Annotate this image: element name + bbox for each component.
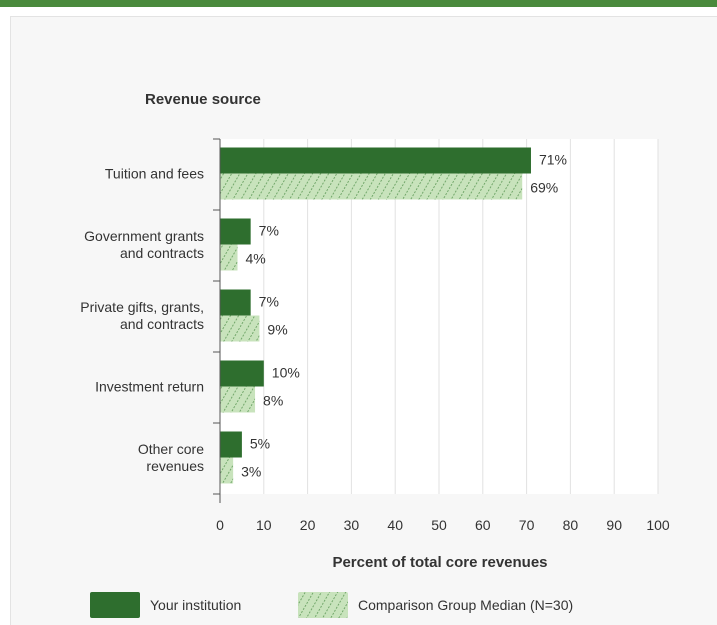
bar-comparison	[220, 173, 523, 200]
bar-institution	[220, 431, 242, 458]
category-label: and contracts	[120, 316, 204, 332]
legend-swatch-comparison	[298, 592, 348, 618]
x-tick-label: 90	[606, 517, 622, 533]
category-label: and contracts	[120, 245, 204, 261]
bar-label-comparison: 9%	[267, 322, 287, 338]
bar-value-labels: 71% 69% 7% 4% 7% 9% 10% 8% 5% 3%	[241, 152, 567, 480]
bar-label-institution: 7%	[259, 294, 279, 310]
legend-label-institution: Your institution	[150, 597, 241, 613]
bar-label-institution: 71%	[539, 152, 567, 168]
legend: Your institution Comparison Group Median…	[90, 592, 573, 618]
category-label: Investment return	[95, 379, 204, 395]
x-tick-label: 20	[300, 517, 316, 533]
bar-comparison	[220, 457, 234, 484]
top-accent-bar	[0, 0, 717, 7]
x-tick-label: 70	[519, 517, 535, 533]
bar-label-institution: 10%	[272, 365, 300, 381]
bar-label-comparison: 69%	[530, 180, 558, 196]
bar-institution	[220, 289, 251, 316]
bar-label-comparison: 8%	[263, 393, 283, 409]
bar-comparison	[220, 315, 260, 342]
category-label: Tuition and fees	[105, 166, 204, 182]
bar-institution	[220, 360, 264, 387]
x-tick-label: 60	[475, 517, 491, 533]
x-tick-label: 80	[563, 517, 579, 533]
category-label: Private gifts, grants,	[80, 299, 204, 315]
bar-comparison	[220, 244, 238, 271]
bars	[220, 147, 531, 484]
y-axis-title: Revenue source	[145, 91, 261, 108]
bar-label-institution: 5%	[250, 436, 270, 452]
x-axis-title: Percent of total core revenues	[332, 554, 547, 571]
axes	[213, 138, 221, 503]
category-label: Government grants	[84, 228, 204, 244]
x-tick-label: 50	[431, 517, 447, 533]
x-tick-label: 40	[387, 517, 403, 533]
legend-label-comparison: Comparison Group Median (N=30)	[358, 597, 573, 613]
x-tick-label: 30	[344, 517, 360, 533]
x-tick-label: 0	[216, 517, 224, 533]
bar-label-comparison: 4%	[246, 251, 266, 267]
bar-comparison	[220, 386, 256, 413]
legend-swatch-institution	[90, 592, 140, 618]
bar-label-institution: 7%	[259, 223, 279, 239]
x-tick-labels: 0 10 20 30 40 50 60 70 80 90 100	[216, 517, 670, 533]
x-tick-label: 10	[256, 517, 272, 533]
category-label: Other core	[138, 441, 204, 457]
bar-label-comparison: 3%	[241, 464, 261, 480]
bar-institution	[220, 147, 531, 174]
bar-institution	[220, 218, 251, 245]
category-label: revenues	[146, 458, 204, 474]
x-tick-label: 100	[646, 517, 670, 533]
